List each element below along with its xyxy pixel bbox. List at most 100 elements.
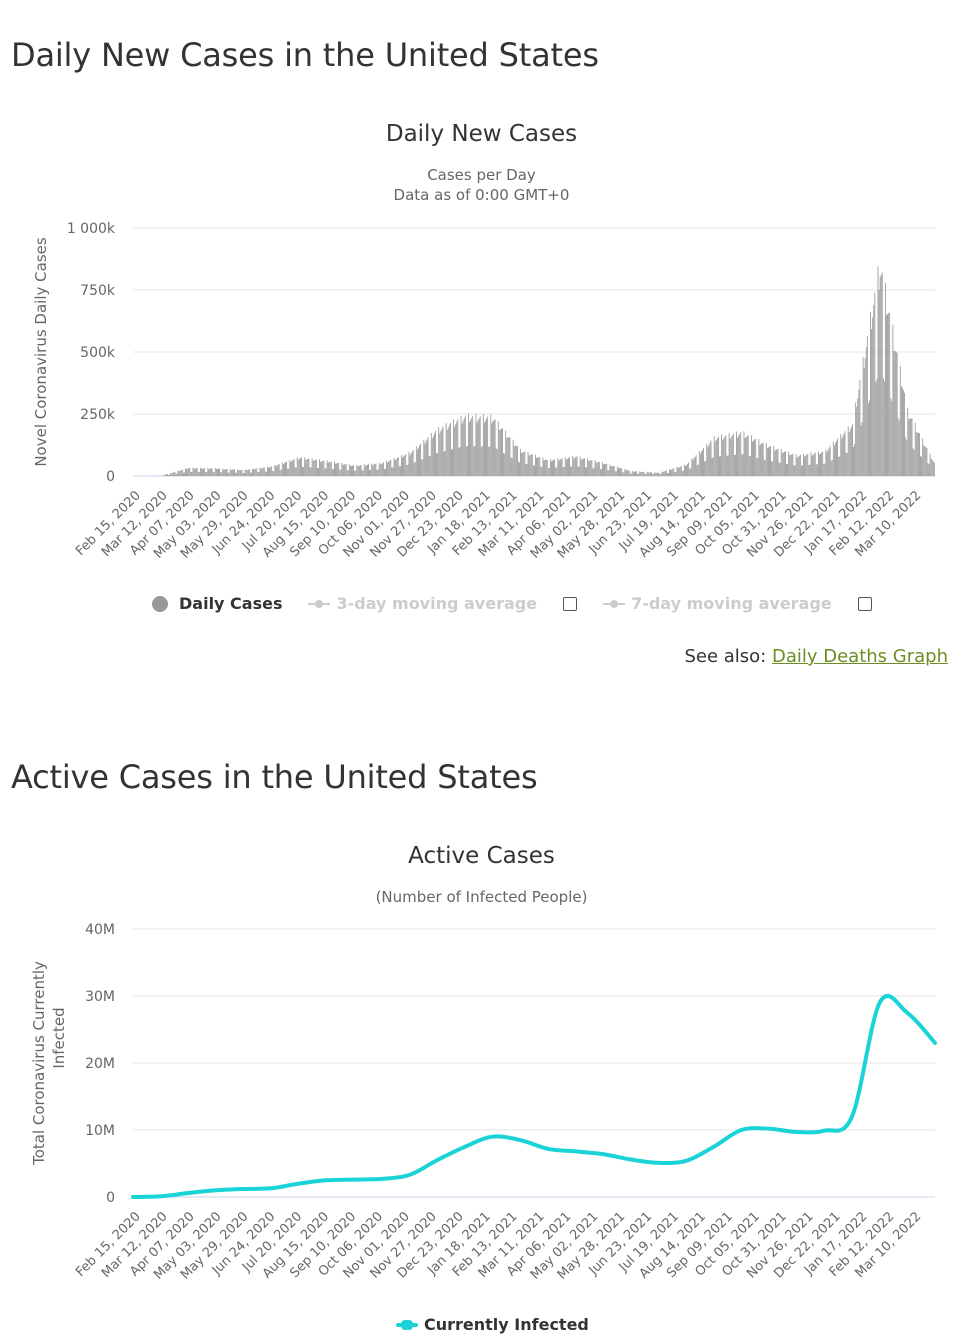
daily-bar[interactable] [619, 468, 620, 476]
daily-bar[interactable] [844, 431, 846, 476]
daily-bar[interactable] [914, 422, 916, 476]
daily-bar[interactable] [631, 470, 633, 476]
daily-bar[interactable] [188, 468, 190, 476]
daily-bar[interactable] [639, 471, 641, 476]
daily-bar[interactable] [685, 465, 686, 476]
daily-bar[interactable] [230, 469, 232, 476]
daily-bar[interactable] [643, 471, 645, 476]
daily-bar[interactable] [162, 475, 164, 476]
daily-bar[interactable] [620, 468, 622, 476]
daily-bar[interactable] [744, 438, 746, 476]
daily-bar[interactable] [873, 305, 875, 476]
daily-bar[interactable] [261, 468, 263, 476]
daily-bar[interactable] [526, 464, 528, 476]
daily-bar[interactable] [171, 473, 173, 476]
daily-bar[interactable] [402, 457, 403, 476]
daily-bar[interactable] [568, 457, 569, 476]
daily-bar[interactable] [748, 456, 750, 476]
daily-bar[interactable] [554, 459, 556, 476]
daily-bar[interactable] [659, 474, 661, 476]
daily-bar[interactable] [920, 455, 921, 476]
daily-bar[interactable] [899, 366, 901, 476]
daily-bar[interactable] [407, 464, 409, 476]
daily-bar[interactable] [435, 431, 436, 476]
daily-bar[interactable] [209, 468, 211, 476]
daily-bar[interactable] [181, 469, 183, 476]
daily-bar[interactable] [371, 463, 373, 476]
daily-bar[interactable] [880, 274, 882, 476]
daily-bar[interactable] [242, 472, 244, 476]
daily-bar[interactable] [200, 467, 201, 476]
daily-bar[interactable] [728, 433, 730, 476]
daily-bar[interactable] [763, 459, 765, 476]
daily-bar[interactable] [883, 380, 885, 476]
daily-bar[interactable] [666, 473, 668, 476]
daily-bar[interactable] [374, 463, 376, 476]
daily-bar[interactable] [768, 447, 769, 476]
daily-bar[interactable] [699, 453, 701, 476]
daily-bar[interactable] [421, 459, 423, 477]
daily-bar[interactable] [835, 443, 836, 476]
daily-bar[interactable] [529, 455, 531, 476]
daily-bar[interactable] [288, 468, 290, 476]
daily-bar[interactable] [864, 357, 866, 476]
daily-bar[interactable] [662, 471, 664, 476]
daily-bar[interactable] [828, 448, 830, 476]
daily-bar[interactable] [841, 438, 843, 476]
daily-bar[interactable] [679, 466, 681, 476]
daily-bar[interactable] [556, 467, 558, 477]
daily-bar[interactable] [511, 458, 513, 476]
daily-bar[interactable] [274, 464, 276, 476]
daily-bar[interactable] [704, 461, 706, 476]
daily-bar[interactable] [176, 473, 178, 476]
daily-bar[interactable] [335, 463, 336, 476]
daily-bar[interactable] [606, 463, 608, 476]
daily-bar[interactable] [848, 432, 850, 476]
daily-bar[interactable] [390, 459, 392, 476]
daily-bar[interactable] [882, 378, 884, 476]
daily-bar[interactable] [310, 467, 312, 476]
daily-bar[interactable] [401, 455, 402, 476]
legend-daily-cases[interactable]: Daily Cases [152, 594, 282, 613]
daily-bar[interactable] [312, 460, 314, 476]
daily-bar[interactable] [585, 467, 586, 476]
daily-bar[interactable] [195, 468, 197, 476]
daily-bar[interactable] [381, 463, 383, 476]
daily-bar[interactable] [845, 453, 847, 476]
daily-bar[interactable] [456, 421, 458, 476]
daily-bar[interactable] [430, 433, 432, 476]
daily-bar[interactable] [245, 470, 247, 476]
daily-bar[interactable] [239, 470, 241, 476]
daily-bar[interactable] [377, 469, 379, 476]
daily-bar[interactable] [473, 446, 475, 476]
daily-bar[interactable] [586, 467, 587, 476]
daily-bar[interactable] [711, 457, 713, 476]
daily-bar[interactable] [575, 456, 577, 476]
daily-bar[interactable] [562, 467, 564, 476]
daily-bar[interactable] [803, 453, 804, 476]
daily-bar[interactable] [535, 454, 536, 476]
daily-bar[interactable] [380, 463, 382, 476]
daily-bar[interactable] [393, 457, 395, 476]
daily-bar[interactable] [604, 464, 606, 476]
daily-bar[interactable] [513, 445, 515, 476]
daily-bar[interactable] [373, 464, 375, 476]
daily-bar[interactable] [523, 451, 525, 476]
daily-bar[interactable] [530, 454, 532, 476]
daily-bar[interactable] [457, 419, 459, 476]
daily-bar[interactable] [378, 462, 380, 476]
daily-bar[interactable] [861, 422, 863, 476]
daily-bar[interactable] [787, 464, 788, 476]
daily-bar[interactable] [344, 464, 346, 476]
daily-bar[interactable] [898, 420, 900, 476]
daily-bar[interactable] [836, 440, 837, 476]
daily-bar[interactable] [596, 462, 598, 476]
daily-bar[interactable] [587, 458, 589, 476]
daily-bar[interactable] [909, 418, 911, 476]
daily-bar[interactable] [750, 435, 752, 476]
daily-bar[interactable] [259, 467, 261, 476]
daily-bar[interactable] [436, 453, 437, 476]
daily-bar[interactable] [725, 435, 727, 476]
daily-bar[interactable] [565, 459, 567, 476]
daily-bar[interactable] [348, 464, 350, 476]
